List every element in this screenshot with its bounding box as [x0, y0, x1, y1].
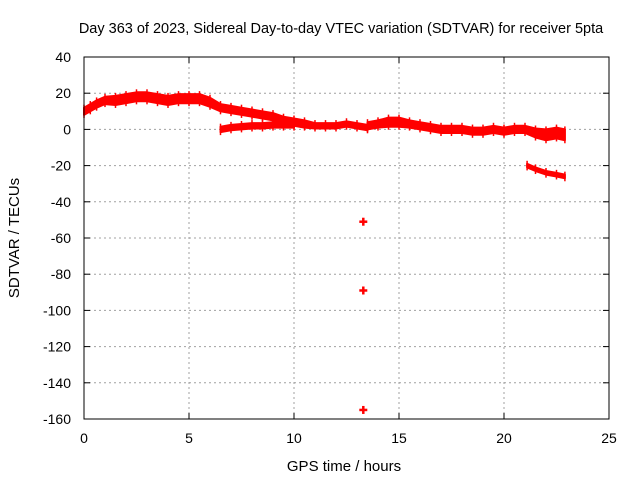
x-tick-label: 25	[601, 430, 617, 446]
data-bands	[83, 89, 566, 182]
band-markers	[526, 160, 566, 182]
y-axis-label: SDTVAR / TECUs	[6, 178, 23, 298]
y-tick-label: -80	[51, 266, 71, 282]
y-tick-label: -20	[51, 158, 71, 174]
y-tick-label: 40	[55, 49, 71, 65]
x-tick-label: 10	[286, 430, 302, 446]
x-tick-label: 5	[185, 430, 193, 446]
y-tick-label: -120	[43, 339, 71, 355]
x-tick-label: 0	[80, 430, 88, 446]
isolated-data-point	[359, 217, 368, 226]
y-tick-label: -160	[43, 411, 71, 427]
y-tick-label: -140	[43, 375, 71, 391]
isolated-data-point	[359, 405, 368, 414]
axis-ticks	[83, 56, 610, 420]
y-tick-label: -40	[51, 194, 71, 210]
y-tick-label: -100	[43, 302, 71, 318]
x-tick-label: 15	[391, 430, 407, 446]
band-markers	[83, 89, 369, 134]
data-points	[359, 217, 368, 414]
band-markers	[219, 119, 295, 136]
chart-title: Day 363 of 2023, Sidereal Day-to-day VTE…	[79, 21, 604, 37]
band-markers	[366, 114, 566, 144]
x-tick-label: 20	[496, 430, 512, 446]
y-tick-label: -60	[51, 230, 71, 246]
y-tick-label: 20	[55, 85, 71, 101]
tick-labels: 0 5 10 15 20 25 40 20 0 -20 -40 -60 -80 -100 -120 -140 -…	[43, 49, 617, 446]
isolated-data-point	[359, 286, 368, 295]
x-axis-label: GPS time / hours	[287, 458, 401, 475]
y-tick-label: 0	[63, 121, 71, 137]
